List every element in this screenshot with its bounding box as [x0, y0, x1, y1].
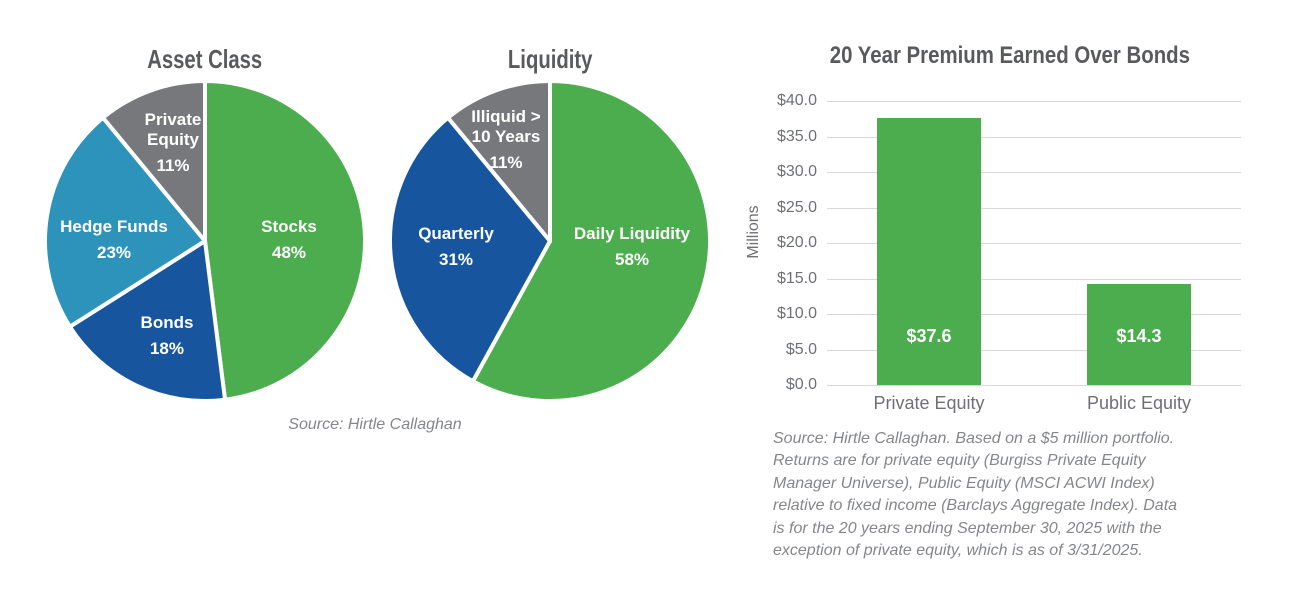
gridline — [827, 136, 1241, 138]
pie-slice-private-equity — [101, 79, 207, 243]
gridline — [827, 172, 1241, 173]
pie-slice-stocks — [203, 79, 368, 402]
pies-source-note: Source: Hirtle Callaghan — [288, 416, 462, 433]
bar-value-public-equity: $14.3 — [1116, 326, 1162, 346]
pie-slice-quarterly — [388, 115, 552, 384]
y-tick-label: $40.0 — [776, 92, 817, 109]
y-tick-label: $25.0 — [776, 198, 817, 216]
y-tick-label: $10.0 — [776, 305, 817, 322]
y-tick-label: $0.0 — [785, 376, 817, 393]
bar-category-label-public-equity: Public Equity — [1086, 393, 1192, 413]
bar-chart-title-text: 20 Year Premium Earned Over Bonds — [829, 42, 1191, 69]
gridline — [827, 385, 1241, 386]
gridline — [827, 314, 1241, 315]
bar-source-line: Source: Hirtle Callaghan. Based on a $5 … — [773, 430, 1175, 447]
y-tick-label: $5.0 — [785, 340, 817, 358]
gridline — [827, 101, 1241, 102]
bar-source-line: Manager Universe), Public Equity (MSCI A… — [773, 474, 1155, 492]
y-tick-label: $30.0 — [776, 163, 817, 180]
y-tick-label: $20.0 — [776, 234, 817, 251]
asset-class-title-text: Asset Class — [147, 44, 263, 74]
gridline — [827, 278, 1241, 280]
pie-slice-daily-liquidity — [470, 79, 712, 403]
bar-private-equity: $37.6 — [877, 118, 981, 385]
asset-class-title: Asset Class — [40, 44, 370, 75]
bar-public-equity: $14.3 — [1087, 283, 1191, 385]
bar-source-line: is for the 20 years ending September 30,… — [773, 519, 1162, 537]
pie-slice-illiquid-10-years — [446, 79, 552, 243]
gridline — [827, 243, 1241, 244]
gridline — [827, 207, 1241, 209]
asset-class-pie — [43, 79, 368, 403]
bar-source-line: exception of private equity, which is as… — [773, 542, 1143, 560]
bar-source-note: Source: Hirtle Callaghan. Based on a $5 … — [773, 428, 1233, 562]
gridline — [827, 349, 1241, 351]
liquidity-title: Liquidity — [385, 44, 715, 75]
bar-chart-title: 20 Year Premium Earned Over Bonds — [760, 42, 1260, 70]
y-tick-label: $35.0 — [776, 127, 817, 145]
y-tick-label: $15.0 — [776, 269, 817, 287]
liquidity-pie — [388, 79, 712, 403]
pie-slice-hedge-funds — [43, 115, 207, 329]
bar-value-private-equity: $37.6 — [906, 326, 952, 346]
bar-source-line: Returns are for private equity (Burgiss … — [773, 452, 1146, 470]
bar-category-label-private-equity: Private Equity — [873, 393, 985, 413]
bar-plot-area: $37.6 $14.3 Private Equity Public Equity — [827, 101, 1241, 413]
bar-source-line: relative to fixed income (Barclays Aggre… — [773, 497, 1178, 515]
liquidity-title-text: Liquidity — [507, 44, 593, 74]
pie-slice-bonds — [67, 239, 228, 403]
